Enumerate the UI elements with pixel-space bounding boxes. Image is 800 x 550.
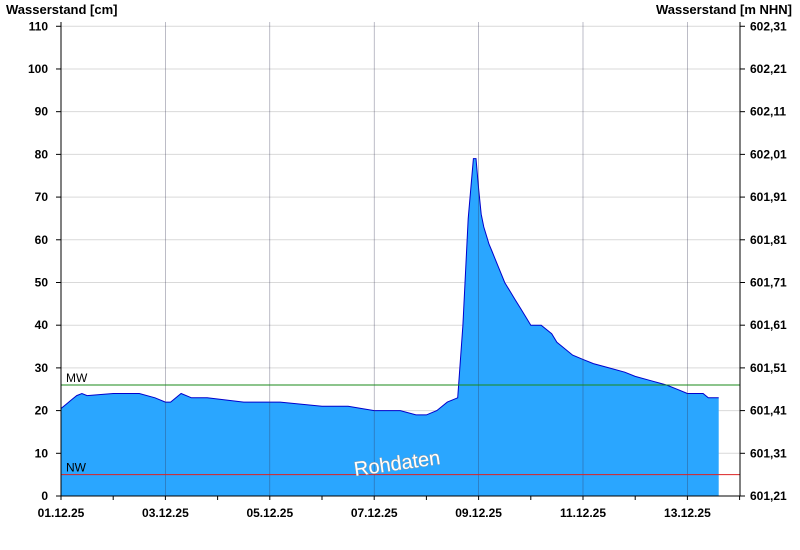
y-tick-label-right: 602,21 xyxy=(750,62,787,76)
reference-lines: MW NW xyxy=(61,371,740,476)
x-tick-label: 05.12.25 xyxy=(246,506,293,520)
y-tick-label-right: 601,71 xyxy=(750,275,787,289)
y-tick-label-right: 601,51 xyxy=(750,361,787,375)
y-tick-label-left: 20 xyxy=(35,404,49,418)
x-tick-label: 09.12.25 xyxy=(455,506,502,520)
y-tick-label-left: 100 xyxy=(28,62,48,76)
axes: 0 601,21 10 601,31 20 601,41 30 601,51 40 601,61 5… xyxy=(28,19,787,520)
series-area xyxy=(61,158,719,496)
y-axis-title-left: Wasserstand [cm] xyxy=(6,2,118,17)
y-tick-label-right: 602,01 xyxy=(750,147,787,161)
y-tick-label-left: 110 xyxy=(29,19,49,33)
reference-line-label: MW xyxy=(66,371,88,385)
x-tick-label: 13.12.25 xyxy=(664,506,711,520)
y-tick-label-left: 10 xyxy=(35,446,49,460)
y-tick-label-left: 40 xyxy=(35,318,49,332)
x-tick-label: 11.12.25 xyxy=(560,506,606,520)
y-tick-label-left: 60 xyxy=(35,233,49,247)
y-tick-label-left: 90 xyxy=(35,105,49,119)
y-tick-label-right: 601,31 xyxy=(750,446,787,460)
y-tick-label-right: 601,21 xyxy=(750,489,787,503)
y-tick-label-right: 601,81 xyxy=(750,233,787,247)
y-tick-label-left: 50 xyxy=(35,275,49,289)
y-tick-label-right: 601,91 xyxy=(750,190,787,204)
water-level-series xyxy=(60,22,719,496)
x-tick-label: 01.12.25 xyxy=(38,506,85,520)
x-tick-label: 07.12.25 xyxy=(351,506,398,520)
y-tick-label-right: 601,61 xyxy=(750,318,787,332)
series-line xyxy=(60,158,719,416)
y-tick-label-right: 602,31 xyxy=(750,19,787,33)
y-tick-label-right: 601,41 xyxy=(750,404,787,418)
y-axis-title-right: Wasserstand [m NHN] xyxy=(656,2,792,17)
y-tick-label-left: 0 xyxy=(41,489,48,503)
y-tick-label-left: 80 xyxy=(35,147,49,161)
y-tick-label-left: 30 xyxy=(35,361,49,375)
y-tick-label-left: 70 xyxy=(35,190,49,204)
y-tick-label-right: 602,11 xyxy=(750,105,786,119)
x-tick-label: 03.12.25 xyxy=(142,506,189,520)
reference-line-label: NW xyxy=(66,461,87,475)
